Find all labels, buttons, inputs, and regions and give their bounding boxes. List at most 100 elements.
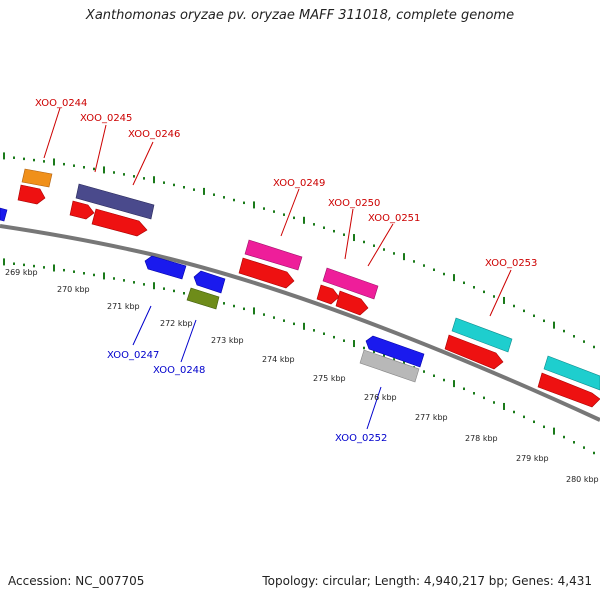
gene-feature-blue-2[interactable]: [193, 270, 226, 294]
lower-tick-minor: [523, 415, 525, 419]
tick-label-276: 276 kbp: [364, 393, 397, 402]
gene-label-xoo-0250[interactable]: XOO_0250: [328, 198, 380, 209]
lower-tick-minor: [43, 266, 45, 269]
upper-tick-minor: [143, 177, 145, 180]
upper-tick-minor: [213, 193, 215, 196]
lower-tick-minor: [183, 292, 185, 295]
tick-label-278: 278 kbp: [465, 434, 498, 443]
leader-line-xoo-0250: [344, 208, 354, 260]
upper-tick-minor: [223, 196, 225, 199]
leader-line-xoo-0251: [367, 223, 394, 267]
upper-tick-minor: [363, 240, 365, 244]
lower-tick-minor: [393, 358, 395, 361]
upper-tick-minor: [13, 156, 15, 159]
lower-tick-minor: [83, 272, 85, 275]
upper-tick-minor: [73, 164, 75, 167]
upper-tick-minor: [333, 229, 335, 233]
upper-tick-major: [3, 152, 5, 160]
lower-tick-major: [253, 307, 255, 315]
lower-tick-minor: [93, 273, 95, 277]
upper-tick-major: [153, 176, 155, 184]
upper-tick-minor: [433, 268, 435, 272]
gene-label-xoo-0249[interactable]: XOO_0249: [273, 178, 325, 189]
tick-label-277: 277 kbp: [415, 413, 448, 422]
lower-tick-minor: [293, 322, 295, 326]
gene-label-xoo-0248[interactable]: XOO_0248: [153, 365, 205, 376]
gene-feature-xoo-0252-blue[interactable]: [365, 335, 425, 368]
upper-tick-minor: [263, 207, 265, 210]
gene-feature-xoo-0249[interactable]: [244, 239, 303, 271]
lower-tick-minor: [133, 281, 135, 284]
lower-tick-minor: [13, 262, 15, 265]
gene-feature-red-5[interactable]: [444, 334, 504, 370]
lower-tick-minor: [113, 277, 115, 280]
upper-tick-minor: [173, 183, 175, 187]
leader-line-xoo-0245: [94, 124, 107, 173]
upper-tick-major: [403, 253, 405, 261]
upper-tick-minor: [443, 272, 445, 276]
upper-tick-major: [503, 296, 505, 304]
gene-label-xoo-0247[interactable]: XOO_0247: [107, 350, 159, 361]
gene-feature-red-3[interactable]: [238, 257, 295, 289]
gene-feature-xoo-0250[interactable]: [322, 267, 379, 300]
tick-label-279: 279 kbp: [516, 454, 549, 463]
lower-tick-minor: [543, 425, 545, 429]
gene-feature-xoo-0244[interactable]: [21, 168, 53, 188]
lower-tick-minor: [463, 387, 465, 391]
upper-tick-minor: [393, 252, 395, 255]
upper-tick-minor: [483, 290, 485, 294]
gene-label-xoo-0245[interactable]: XOO_0245: [80, 113, 132, 124]
gene-feature-xoo-0246[interactable]: [91, 208, 148, 237]
genome-summary: Topology: circular; Length: 4,940,217 bp…: [262, 574, 592, 588]
upper-tick-minor: [123, 173, 125, 176]
gene-label-xoo-0246[interactable]: XOO_0246: [128, 129, 180, 140]
lower-tick-minor: [473, 392, 475, 395]
gene-feature-blue-left[interactable]: [0, 207, 8, 222]
lower-tick-minor: [363, 346, 365, 350]
leader-line-xoo-0247: [132, 305, 152, 346]
gene-feature-xoo-0248[interactable]: [186, 287, 220, 310]
upper-tick-minor: [383, 248, 385, 251]
axis-tick-labels: 269 kbp 270 kbp 271 kbp 272 kbp 273 kbp …: [5, 268, 599, 484]
gene-feature-xoo-0251[interactable]: [335, 290, 369, 316]
lower-tick-minor: [483, 396, 485, 400]
upper-tick-minor: [423, 264, 425, 267]
lower-tick-major: [153, 282, 155, 290]
gene-label-xoo-0253[interactable]: XOO_0253: [485, 258, 537, 269]
upper-tick-minor: [513, 304, 515, 308]
gene-feature-cyan-right[interactable]: [543, 355, 600, 391]
lower-tick-minor: [33, 264, 35, 268]
upper-tick-minor: [373, 244, 375, 247]
lower-tick-major: [103, 272, 105, 280]
lower-tick-minor: [573, 441, 575, 444]
gene-features: [0, 168, 600, 408]
tick-label-270: 270 kbp: [57, 285, 90, 294]
gene-label-xoo-0244[interactable]: XOO_0244: [35, 98, 87, 109]
gene-labels: XOO_0244 XOO_0245 XOO_0246 XOO_0249 XOO_…: [35, 98, 537, 444]
tick-label-271: 271 kbp: [107, 302, 140, 311]
lower-tick-major: [453, 380, 455, 388]
gene-label-xoo-0251[interactable]: XOO_0251: [368, 213, 420, 224]
gene-feature-xoo-0252[interactable]: [359, 349, 420, 383]
upper-tick-minor: [283, 213, 285, 216]
genome-backbone: [0, 224, 600, 422]
gene-feature-red-1[interactable]: [17, 184, 46, 205]
gene-label-xoo-0252[interactable]: XOO_0252: [335, 433, 387, 444]
lower-tick-minor: [513, 410, 515, 414]
upper-tick-minor: [163, 181, 165, 184]
gene-feature-xoo-0253[interactable]: [451, 317, 513, 353]
gene-feature-xoo-0247[interactable]: [144, 255, 187, 280]
upper-tick-major: [303, 216, 305, 224]
lower-tick-minor: [433, 374, 435, 378]
upper-tick-minor: [233, 198, 235, 202]
lower-tick-minor: [383, 354, 385, 357]
gene-feature-red-6[interactable]: [537, 372, 600, 408]
gene-feature-red-4[interactable]: [316, 284, 340, 305]
lower-tick-minor: [233, 304, 235, 308]
lower-tick-minor: [283, 319, 285, 322]
lower-tick-minor: [23, 263, 25, 267]
leader-line-xoo-0249: [280, 188, 300, 237]
upper-tick-minor: [413, 260, 415, 263]
gene-feature-red-2[interactable]: [69, 200, 95, 220]
gene-feature-xoo-0245[interactable]: [75, 183, 155, 220]
